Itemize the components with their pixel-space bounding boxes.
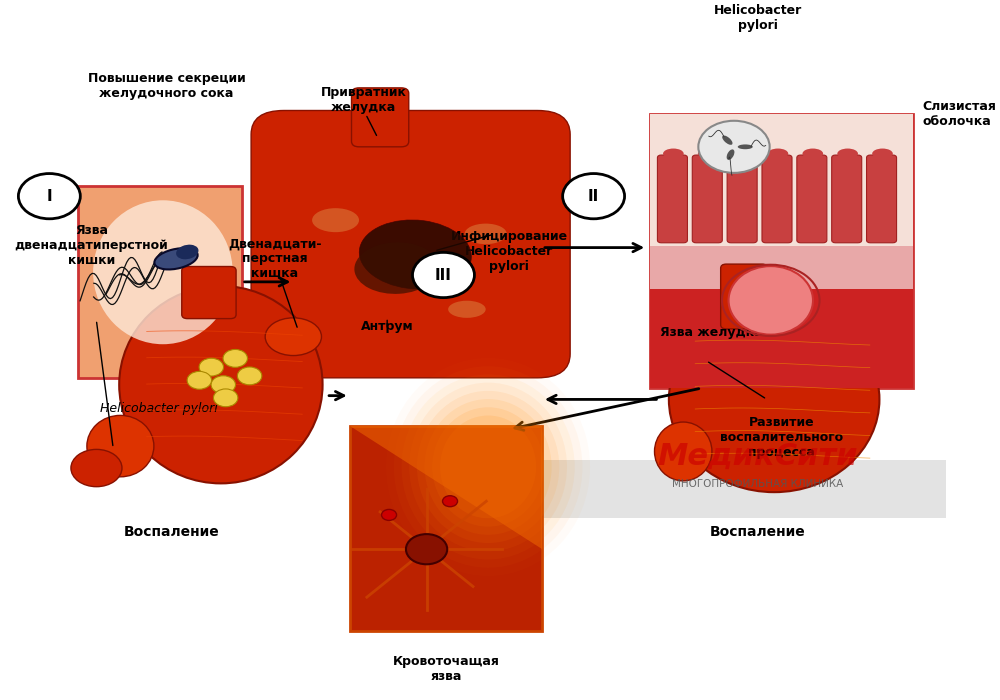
Ellipse shape xyxy=(425,399,552,535)
Ellipse shape xyxy=(663,148,684,159)
Text: Привратник
желудка: Привратник желудка xyxy=(321,87,407,115)
FancyBboxPatch shape xyxy=(78,186,242,378)
FancyBboxPatch shape xyxy=(657,155,687,243)
Ellipse shape xyxy=(265,318,321,356)
Ellipse shape xyxy=(768,148,788,159)
Ellipse shape xyxy=(312,208,359,232)
Circle shape xyxy=(213,389,238,407)
Ellipse shape xyxy=(359,220,471,289)
Ellipse shape xyxy=(432,407,544,526)
Circle shape xyxy=(199,358,224,376)
FancyBboxPatch shape xyxy=(182,267,236,318)
Ellipse shape xyxy=(440,416,536,518)
Circle shape xyxy=(406,534,447,564)
Text: Антрум: Антрум xyxy=(361,320,413,332)
Circle shape xyxy=(382,510,397,520)
Text: МедикСити: МедикСити xyxy=(658,442,858,471)
Circle shape xyxy=(18,174,80,219)
FancyBboxPatch shape xyxy=(762,155,792,243)
Text: II: II xyxy=(588,189,599,204)
FancyBboxPatch shape xyxy=(650,289,913,388)
Circle shape xyxy=(211,376,235,393)
Circle shape xyxy=(223,349,247,368)
Ellipse shape xyxy=(669,307,879,492)
FancyBboxPatch shape xyxy=(542,460,946,518)
Ellipse shape xyxy=(354,242,439,294)
Ellipse shape xyxy=(119,286,323,484)
Ellipse shape xyxy=(802,148,823,159)
Ellipse shape xyxy=(722,136,733,145)
FancyBboxPatch shape xyxy=(867,155,897,243)
Circle shape xyxy=(71,449,122,486)
FancyBboxPatch shape xyxy=(727,155,757,243)
Text: Helicobacter
pylori: Helicobacter pylori xyxy=(714,4,802,32)
FancyBboxPatch shape xyxy=(251,111,570,378)
Ellipse shape xyxy=(154,248,198,270)
Text: Воспаление: Воспаление xyxy=(710,525,806,539)
Ellipse shape xyxy=(402,374,575,559)
Text: Слизистая
оболочка: Слизистая оболочка xyxy=(922,100,996,128)
Ellipse shape xyxy=(727,149,734,160)
Ellipse shape xyxy=(733,148,753,159)
Ellipse shape xyxy=(872,148,893,159)
Circle shape xyxy=(237,367,262,385)
Circle shape xyxy=(187,372,212,389)
Ellipse shape xyxy=(176,245,198,259)
Ellipse shape xyxy=(655,422,712,481)
Ellipse shape xyxy=(698,148,719,159)
Text: Язва желудка: Язва желудка xyxy=(660,326,762,340)
Ellipse shape xyxy=(738,144,753,149)
Text: Воспаление: Воспаление xyxy=(123,525,219,539)
Text: III: III xyxy=(435,267,452,283)
Ellipse shape xyxy=(837,148,858,159)
Circle shape xyxy=(563,174,625,219)
FancyBboxPatch shape xyxy=(692,155,722,243)
FancyBboxPatch shape xyxy=(721,264,768,329)
Ellipse shape xyxy=(87,415,154,477)
Text: Повышение секреции
желудочного сока: Повышение секреции желудочного сока xyxy=(88,72,246,100)
Text: Развитие
воспалительного
процесса: Развитие воспалительного процесса xyxy=(720,416,843,458)
Ellipse shape xyxy=(465,223,507,244)
Text: I: I xyxy=(47,189,52,204)
Text: Двенадцати-
перстная
кишка: Двенадцати- перстная кишка xyxy=(228,237,321,280)
FancyBboxPatch shape xyxy=(650,114,913,388)
Polygon shape xyxy=(350,426,542,550)
Text: Кровоточащая
язва: Кровоточащая язва xyxy=(393,655,500,683)
Circle shape xyxy=(698,121,770,173)
FancyBboxPatch shape xyxy=(650,114,913,246)
FancyBboxPatch shape xyxy=(650,246,913,289)
Text: Инфицирование
Helicobacter
pylori: Инфицирование Helicobacter pylori xyxy=(451,230,568,274)
Ellipse shape xyxy=(93,200,233,344)
Text: МНОГОПРОФИЛЬНАЯ КЛИНИКА: МНОГОПРОФИЛЬНАЯ КЛИНИКА xyxy=(672,479,843,489)
Circle shape xyxy=(413,253,474,298)
Ellipse shape xyxy=(448,301,486,318)
Ellipse shape xyxy=(409,383,567,552)
Text: Язва
двенадцатиперстной
кишки: Язва двенадцатиперстной кишки xyxy=(15,223,168,267)
Text: Helicobacter pylori: Helicobacter pylori xyxy=(100,402,218,415)
Circle shape xyxy=(443,496,458,507)
FancyBboxPatch shape xyxy=(832,155,862,243)
FancyBboxPatch shape xyxy=(350,426,542,631)
Ellipse shape xyxy=(729,266,813,335)
FancyBboxPatch shape xyxy=(352,88,409,147)
Ellipse shape xyxy=(417,391,559,543)
FancyBboxPatch shape xyxy=(797,155,827,243)
